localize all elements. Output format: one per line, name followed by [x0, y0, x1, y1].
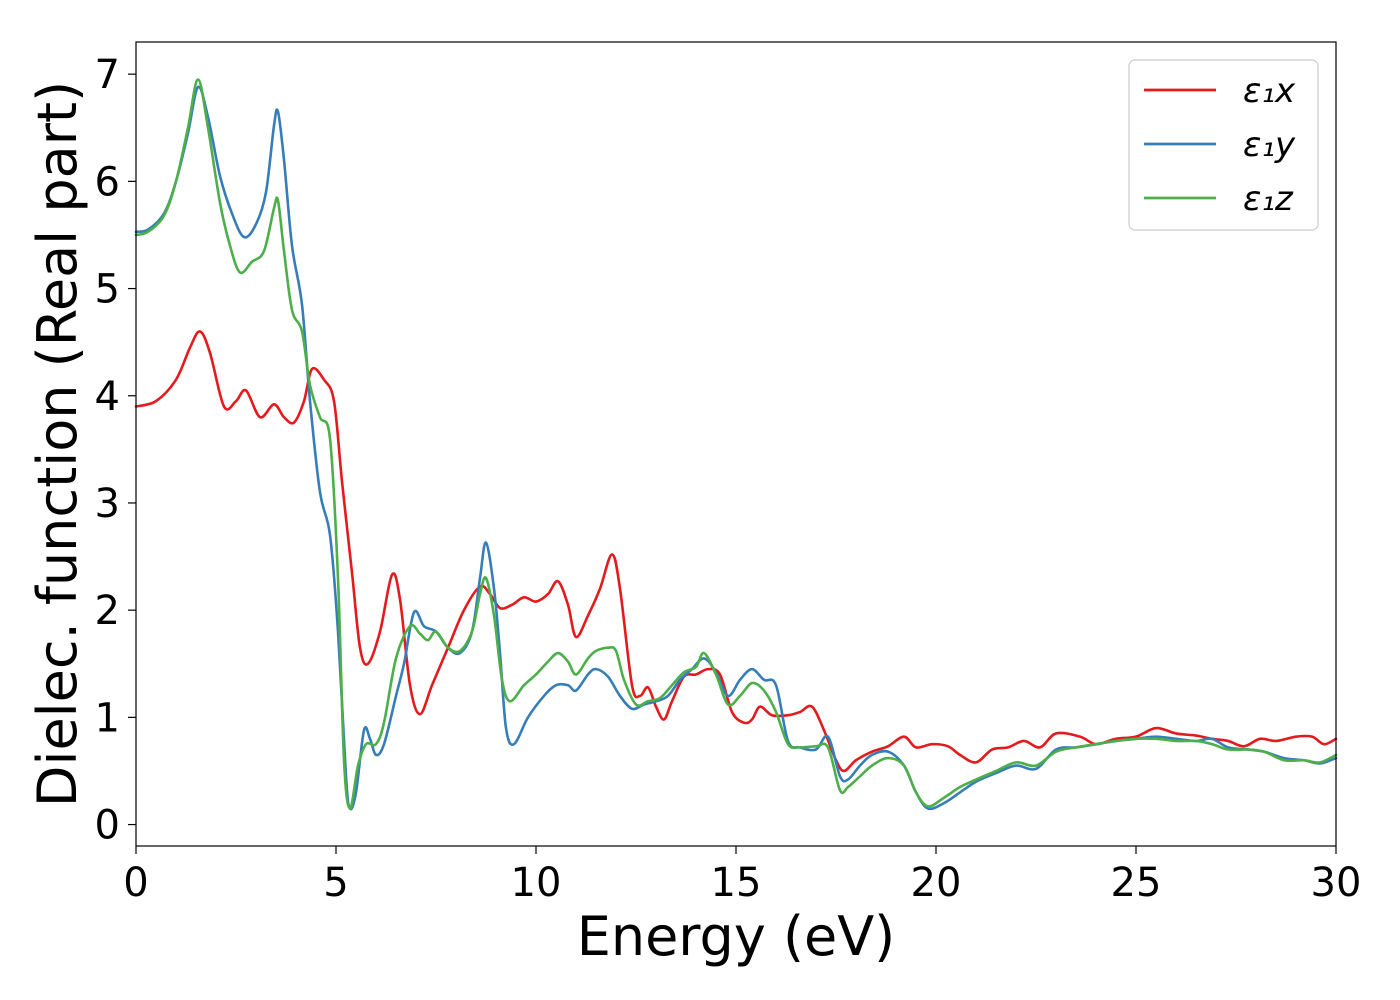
legend-label-1: ε₁x [1243, 71, 1296, 111]
x-tick-label: 0 [123, 860, 148, 906]
y-tick-label: 2 [95, 588, 120, 634]
y-tick-label: 7 [95, 52, 120, 98]
y-tick-label: 1 [95, 695, 120, 741]
x-tick-label: 10 [511, 860, 562, 906]
x-tick-label: 30 [1311, 860, 1362, 906]
x-axis-label: Energy (eV) [577, 905, 896, 968]
x-tick-label: 20 [911, 860, 962, 906]
legend-frame [1128, 59, 1319, 231]
x-tick-label: 5 [323, 860, 348, 906]
x-tick-label: 25 [1111, 860, 1162, 906]
series-line-2 [134, 85, 1338, 811]
x-tick-label: 15 [711, 860, 762, 906]
y-tick-label: 4 [95, 374, 120, 420]
legend-label-3: ε₁z [1243, 179, 1294, 219]
y-axis-label: Dielec. function (Real part) [26, 81, 89, 807]
series-layer [134, 78, 1338, 811]
y-tick-label: 0 [95, 803, 120, 849]
legend-label-2: ε₁y [1243, 125, 1296, 165]
y-tick-label: 6 [95, 159, 120, 205]
y-axis: 0 1 2 3 4 5 6 7 [95, 52, 136, 849]
x-axis: 0 5 10 15 20 25 30 [123, 846, 1361, 906]
y-tick-label: 5 [95, 267, 120, 313]
series-line-3 [134, 78, 1338, 810]
y-tick-label: 3 [95, 481, 120, 527]
legend: ε₁x ε₁y ε₁z [1128, 59, 1319, 231]
series-line-1 [134, 330, 1338, 773]
